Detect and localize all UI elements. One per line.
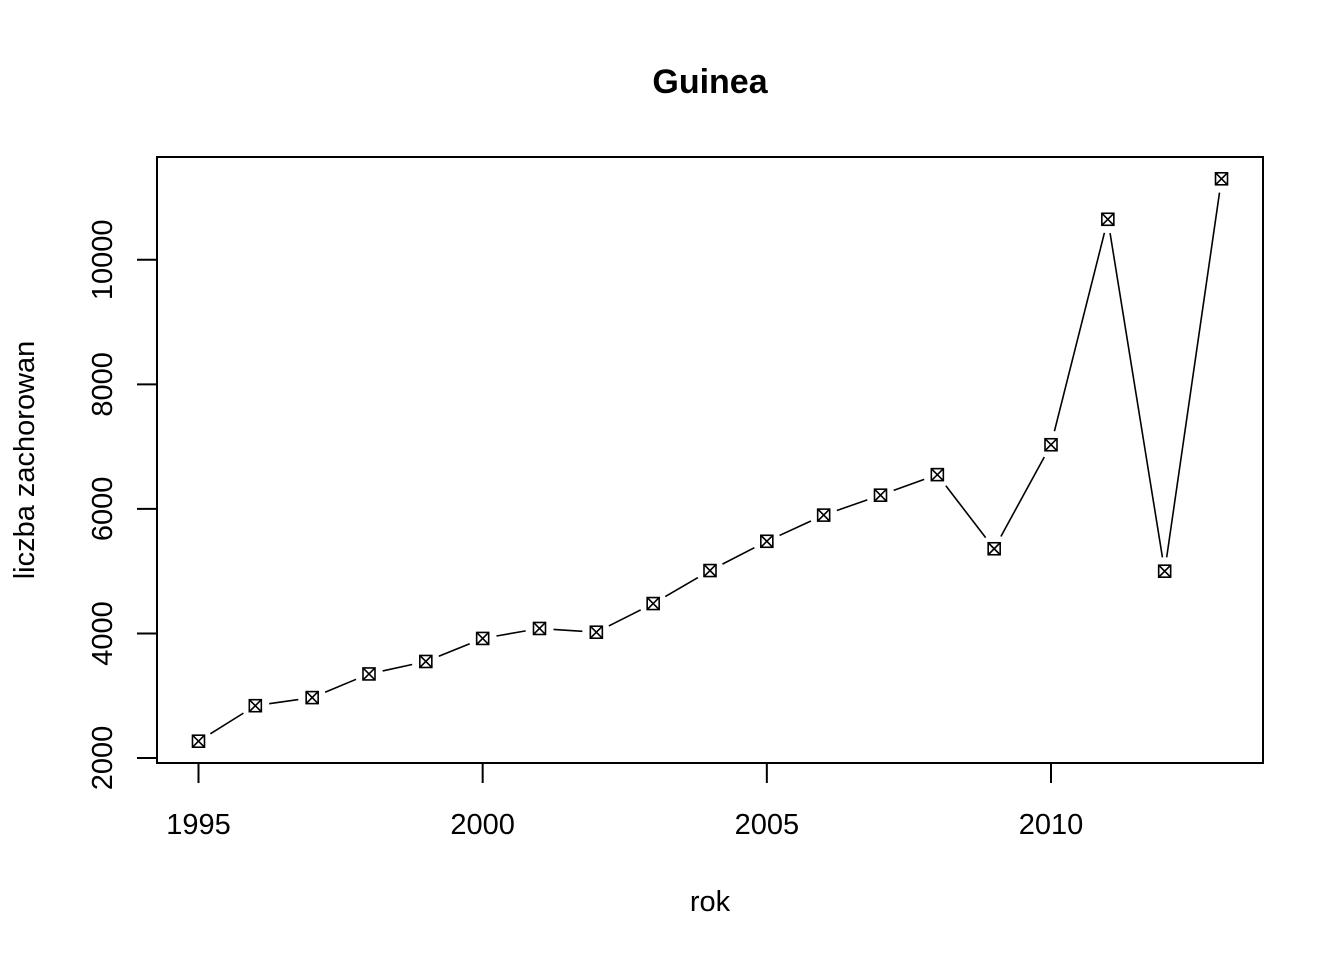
data-point-box <box>760 534 774 549</box>
data-point-box <box>1101 212 1115 227</box>
data-point-box <box>1157 564 1172 578</box>
data-point-cross <box>760 534 774 548</box>
data-point <box>1101 212 1115 227</box>
line-segment <box>945 485 987 539</box>
data-point-box <box>362 667 376 681</box>
data-point-box <box>191 734 206 749</box>
data-point <box>646 596 660 611</box>
plot-frame <box>156 156 1264 764</box>
data-point <box>703 563 717 578</box>
data-point-box <box>987 541 1001 556</box>
series-line <box>209 192 1221 735</box>
data-point-box <box>703 563 717 578</box>
data-point-cross <box>1214 172 1229 186</box>
data-point <box>419 654 433 669</box>
data-point <box>873 488 888 502</box>
line-segment <box>893 478 925 492</box>
data-point <box>475 631 490 646</box>
line-segment <box>269 698 299 705</box>
data-point <box>1214 171 1229 186</box>
line-segment <box>722 546 755 565</box>
data-point-cross <box>1158 564 1172 578</box>
line-segment <box>1165 192 1221 558</box>
y-tick-label: 10000 <box>87 219 119 300</box>
data-point-cross <box>1101 212 1115 226</box>
line-segment <box>1000 456 1045 537</box>
data-point-cross <box>703 563 717 578</box>
data-point <box>248 698 263 713</box>
data-point-cross <box>873 488 888 502</box>
x-axis-label: rok <box>690 886 731 918</box>
x-tick-label: 2010 <box>1019 809 1084 841</box>
series-points <box>191 171 1229 749</box>
data-point-box <box>532 621 547 636</box>
data-point-box <box>1044 437 1058 452</box>
data-point-cross <box>930 468 944 482</box>
data-point-box <box>305 690 319 705</box>
line-segment <box>382 663 413 672</box>
data-point-cross <box>305 691 319 705</box>
x-tick-label: 1995 <box>166 809 231 841</box>
data-point-box <box>646 596 660 611</box>
y-tick-label: 8000 <box>87 352 119 417</box>
data-point-cross <box>532 621 547 636</box>
x-tick-label: 2000 <box>450 809 515 841</box>
line-segment <box>836 499 868 512</box>
data-point-box <box>816 508 831 522</box>
line-segment <box>664 576 699 598</box>
data-point-box <box>930 467 945 482</box>
data-point-box <box>873 488 888 502</box>
data-point-cross <box>1044 438 1058 452</box>
data-point <box>362 667 376 681</box>
data-point-cross <box>589 625 603 639</box>
data-point <box>305 690 319 705</box>
data-point <box>191 734 206 749</box>
data-point-cross <box>362 667 376 681</box>
data-point-cross <box>419 654 433 669</box>
line-segment <box>1053 232 1106 432</box>
line-segment <box>779 520 812 537</box>
data-point <box>1044 437 1058 452</box>
data-point-cross <box>646 596 660 611</box>
data-point <box>760 534 774 549</box>
data-point <box>816 508 831 522</box>
line-segment <box>553 628 583 633</box>
y-tick-label: 4000 <box>87 601 119 666</box>
data-point-box <box>1214 171 1229 186</box>
y-axis: 2000 4000 6000 8000 10000 <box>87 219 158 791</box>
data-point-cross <box>987 542 1001 556</box>
data-point-cross <box>248 699 262 713</box>
data-point-box <box>419 654 433 669</box>
line-segment <box>1109 232 1164 558</box>
line-segment <box>496 630 526 637</box>
data-point <box>1157 564 1172 578</box>
line-segment <box>324 678 357 693</box>
chart-title: Guinea <box>652 63 768 101</box>
x-axis: 1995 2000 2005 2010 <box>166 762 1084 841</box>
data-point-box <box>475 631 490 646</box>
data-point-cross <box>817 508 831 522</box>
data-point-box <box>589 625 604 640</box>
data-point-cross <box>191 734 206 748</box>
x-tick-label: 2005 <box>735 809 800 841</box>
line-segment <box>209 712 244 735</box>
y-tick-label: 6000 <box>87 477 119 542</box>
data-point <box>589 625 604 640</box>
data-point <box>987 541 1001 556</box>
data-point-cross <box>476 631 490 646</box>
line-segment <box>438 642 470 657</box>
data-point <box>532 621 547 636</box>
y-tick-label: 2000 <box>87 726 119 791</box>
y-axis-label: liczba zachorowan <box>9 341 41 580</box>
data-point <box>930 467 945 482</box>
line-segment <box>608 609 642 627</box>
data-point-box <box>248 698 263 713</box>
